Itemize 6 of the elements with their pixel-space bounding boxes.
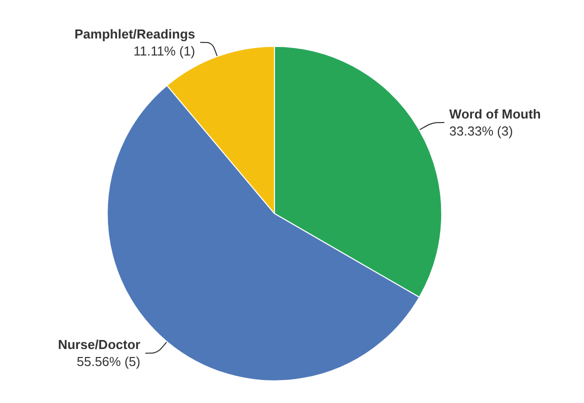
data-label: 11.11% (1) xyxy=(133,43,196,58)
data-label: 33.33% (3) xyxy=(449,123,513,138)
slice-label: Nurse/Doctor xyxy=(58,337,140,352)
slice-label: Pamphlet/Readings xyxy=(74,26,196,42)
data-label: 55.56% (5) xyxy=(76,354,140,370)
slice-label: Word of Mouth xyxy=(449,106,541,122)
